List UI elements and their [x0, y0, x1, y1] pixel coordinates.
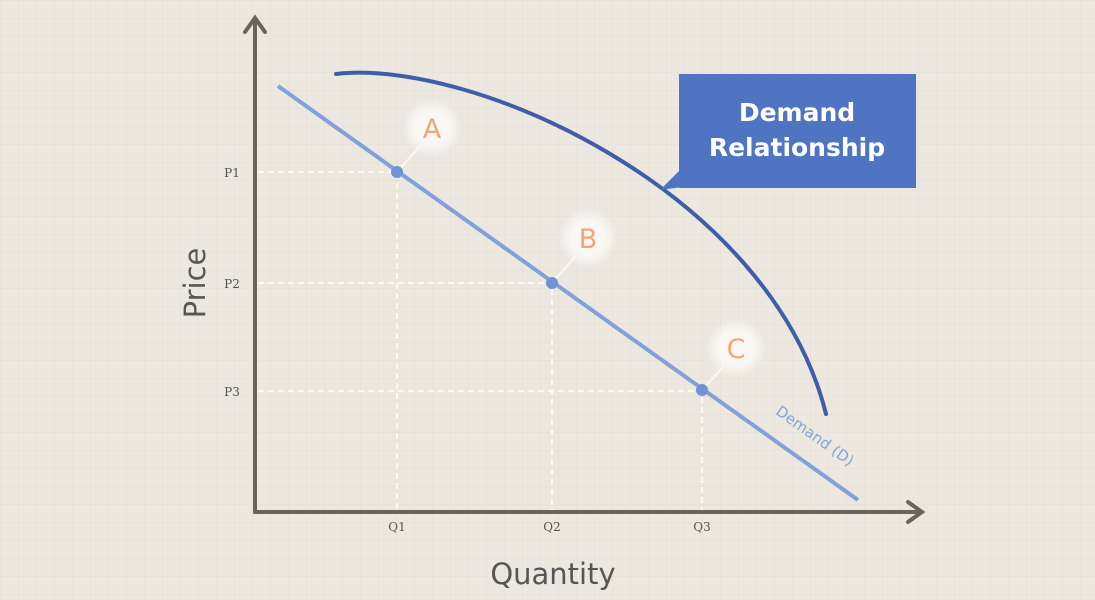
price-level: P1 — [224, 166, 240, 180]
point-label: A — [423, 114, 442, 145]
quantity-level: Q3 — [693, 520, 710, 534]
price-level: P2 — [224, 277, 240, 291]
point-markers — [391, 98, 766, 396]
demand-line — [276, 84, 860, 502]
callout-line: Relationship — [709, 133, 885, 162]
y-axis-title: Price — [178, 248, 212, 319]
quantity-level: Q2 — [543, 520, 560, 534]
callout-line: Demand — [739, 98, 855, 127]
point-label: B — [579, 224, 598, 255]
price-level: P3 — [224, 385, 240, 399]
quantity-level: Q1 — [388, 520, 405, 534]
callout-box — [660, 74, 916, 190]
point-label: C — [727, 334, 746, 365]
axes — [243, 14, 926, 524]
x-axis-title: Quantity — [490, 557, 615, 591]
trend-arc — [334, 70, 828, 416]
